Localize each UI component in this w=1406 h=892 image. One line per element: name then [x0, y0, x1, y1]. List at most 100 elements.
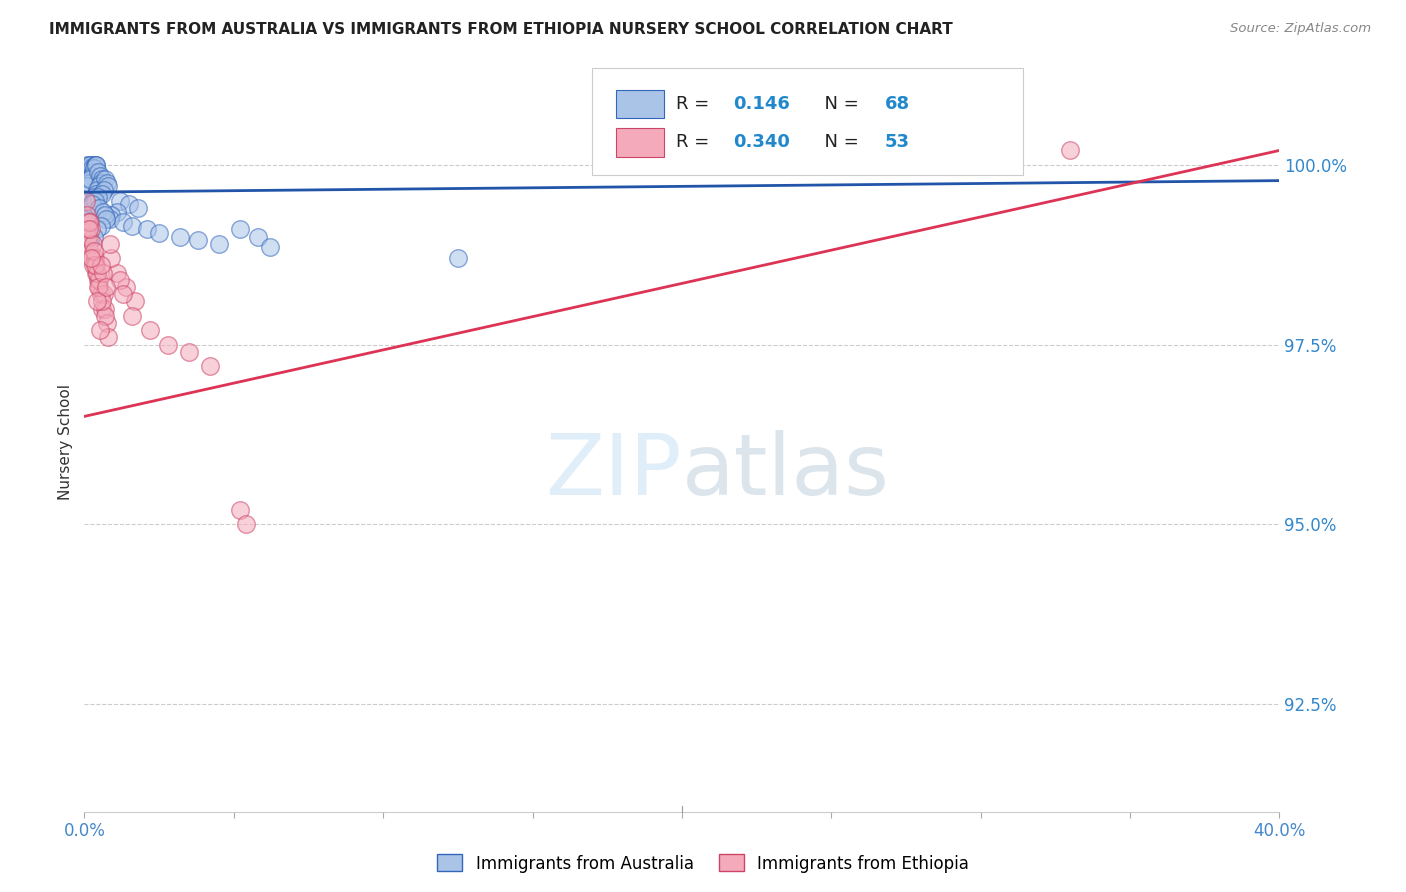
Point: [79, 233, 101, 247]
Text: N =: N =: [813, 134, 865, 152]
Point: [79, 172, 101, 186]
Point: [76, 208, 98, 222]
Point: [90, 176, 112, 190]
Point: [112, 287, 135, 301]
Point: [121, 309, 143, 323]
Point: [80, 161, 103, 176]
FancyBboxPatch shape: [616, 128, 664, 156]
Point: [259, 240, 281, 254]
Point: [121, 219, 143, 233]
Point: [80, 197, 103, 211]
Y-axis label: Nursery School: Nursery School: [58, 384, 73, 500]
Point: [84, 186, 107, 201]
Point: [96, 176, 118, 190]
Point: [228, 503, 252, 517]
FancyBboxPatch shape: [592, 68, 1022, 175]
Point: [91, 172, 114, 186]
Point: [79, 165, 101, 179]
Point: [110, 273, 132, 287]
Point: [136, 222, 159, 236]
Point: [94, 280, 117, 294]
Point: [148, 226, 170, 240]
Point: [93, 183, 115, 197]
Point: [97, 179, 120, 194]
Point: [79, 215, 101, 229]
Legend: Immigrants from Australia, Immigrants from Ethiopia: Immigrants from Australia, Immigrants fr…: [430, 847, 976, 880]
Point: [83, 158, 105, 172]
Point: [90, 287, 112, 301]
Point: [246, 229, 269, 244]
Point: [77, 236, 100, 251]
Point: [79, 201, 101, 215]
Point: [75, 215, 97, 229]
Text: 68: 68: [886, 95, 910, 113]
Point: [198, 359, 221, 373]
Point: [82, 197, 104, 211]
Point: [87, 201, 110, 215]
Point: [96, 316, 118, 330]
Point: [447, 252, 470, 266]
Point: [84, 194, 107, 208]
Point: [84, 259, 107, 273]
Point: [80, 252, 103, 266]
Point: [89, 169, 111, 183]
Point: [83, 229, 105, 244]
Point: [76, 158, 98, 172]
Point: [83, 161, 105, 176]
Text: R =: R =: [676, 134, 714, 152]
Point: [112, 215, 135, 229]
Point: [235, 517, 257, 532]
Point: [925, 158, 948, 172]
Point: [86, 183, 108, 197]
Point: [91, 266, 114, 280]
Point: [83, 244, 105, 258]
Point: [80, 252, 103, 266]
Point: [94, 211, 117, 226]
Point: [87, 179, 110, 194]
Point: [98, 236, 121, 251]
Point: [75, 194, 97, 208]
Point: [91, 204, 114, 219]
Point: [77, 172, 100, 186]
Point: [115, 280, 138, 294]
Point: [77, 161, 100, 176]
Point: [100, 252, 122, 266]
Point: [89, 323, 111, 337]
Point: [76, 169, 98, 183]
Point: [86, 294, 108, 309]
Point: [86, 266, 108, 280]
Point: [98, 211, 121, 226]
Point: [93, 309, 115, 323]
Point: [86, 190, 108, 204]
Point: [77, 158, 100, 172]
Point: [105, 266, 128, 280]
Text: N =: N =: [813, 95, 865, 113]
Point: [83, 252, 105, 266]
Point: [80, 169, 103, 183]
Point: [89, 280, 111, 294]
Point: [86, 222, 108, 236]
Point: [77, 222, 100, 236]
Point: [157, 337, 180, 351]
Point: [87, 273, 110, 287]
Point: [97, 330, 120, 344]
Point: [105, 204, 128, 219]
Point: [100, 208, 122, 222]
Point: [76, 208, 98, 222]
Point: [82, 236, 104, 251]
Point: [93, 208, 115, 222]
Point: [82, 158, 104, 172]
Point: [77, 176, 100, 190]
Point: [187, 233, 209, 247]
Text: 0.146: 0.146: [734, 95, 790, 113]
Point: [77, 204, 100, 219]
Point: [139, 323, 162, 337]
Point: [90, 186, 112, 201]
Point: [91, 301, 114, 316]
Point: [84, 158, 107, 172]
Point: [86, 158, 108, 172]
Point: [1059, 144, 1081, 158]
Text: R =: R =: [676, 95, 714, 113]
Point: [90, 259, 112, 273]
Point: [208, 236, 231, 251]
